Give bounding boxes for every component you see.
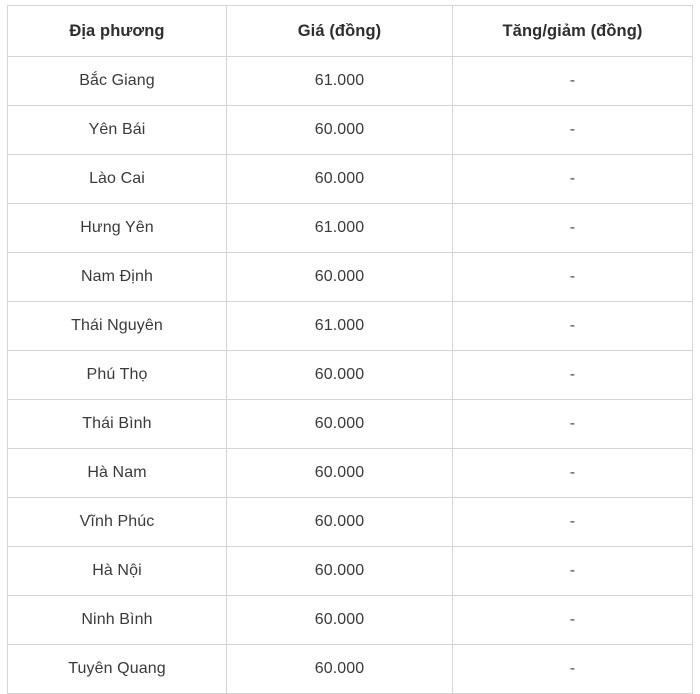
cell-price: 60.000 [226,644,453,694]
table-row: Ninh Bình 60.000- [7,595,693,645]
cell-change: - [452,497,693,547]
table-row: Hà Nam 60.000- [7,448,693,498]
cell-change: - [452,448,693,498]
cell-change: - [452,350,693,400]
cell-change: - [452,546,693,596]
table-body: Bắc Giang 61.000- Yên Bái 60.000- Lào Cai 60.… [7,56,693,694]
locality-price-table: Địa phương Giá (đồng) Tăng/giảm (đồng) B… [7,5,693,694]
table-row: Tuyên Quang 60.000- [7,644,693,694]
cell-price: 60.000 [226,448,453,498]
table-row: Thái Bình 60.000- [7,399,693,449]
cell-locality: Phú Thọ [7,350,227,400]
cell-price: 60.000 [226,546,453,596]
cell-locality: Lào Cai [7,154,227,204]
cell-change: - [452,203,693,253]
cell-locality: Thái Bình [7,399,227,449]
table-row: Thái Nguyên 61.000- [7,301,693,351]
cell-locality: Yên Bái [7,105,227,155]
cell-price: 60.000 [226,497,453,547]
cell-change: - [452,301,693,351]
cell-price: 60.000 [226,154,453,204]
table-header: Địa phương Giá (đồng) Tăng/giảm (đồng) [7,5,693,57]
table-row: Lào Cai 60.000- [7,154,693,204]
cell-price: 60.000 [226,595,453,645]
table-row: Nam Định 60.000- [7,252,693,302]
cell-change: - [452,595,693,645]
cell-change: - [452,644,693,694]
cell-price: 61.000 [226,203,453,253]
cell-price: 60.000 [226,105,453,155]
cell-locality: Hà Nội [7,546,227,596]
cell-change: - [452,399,693,449]
cell-price: 61.000 [226,56,453,106]
price-table-container: Địa phương Giá (đồng) Tăng/giảm (đồng) B… [7,5,693,694]
cell-price: 60.000 [226,399,453,449]
cell-locality: Ninh Bình [7,595,227,645]
table-header-row: Địa phương Giá (đồng) Tăng/giảm (đồng) [7,5,693,57]
cell-price: 61.000 [226,301,453,351]
table-row: Bắc Giang 61.000- [7,56,693,106]
cell-change: - [452,56,693,106]
cell-locality: Hà Nam [7,448,227,498]
table-row: Hà Nội 60.000- [7,546,693,596]
table-row: Hưng Yên 61.000- [7,203,693,253]
cell-locality: Thái Nguyên [7,301,227,351]
column-header-change: Tăng/giảm (đồng) [452,5,693,57]
table-row: Vĩnh Phúc 60.000- [7,497,693,547]
table-row: Phú Thọ 60.000- [7,350,693,400]
cell-locality: Hưng Yên [7,203,227,253]
cell-locality: Bắc Giang [7,56,227,106]
cell-price: 60.000 [226,252,453,302]
cell-price: 60.000 [226,350,453,400]
cell-locality: Vĩnh Phúc [7,497,227,547]
column-header-locality: Địa phương [7,5,227,57]
cell-locality: Tuyên Quang [7,644,227,694]
cell-locality: Nam Định [7,252,227,302]
column-header-price: Giá (đồng) [226,5,453,57]
cell-change: - [452,252,693,302]
cell-change: - [452,105,693,155]
cell-change: - [452,154,693,204]
table-row: Yên Bái 60.000- [7,105,693,155]
